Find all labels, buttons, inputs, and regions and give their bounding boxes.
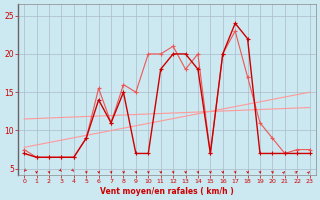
X-axis label: Vent moyen/en rafales ( km/h ): Vent moyen/en rafales ( km/h ): [100, 187, 234, 196]
